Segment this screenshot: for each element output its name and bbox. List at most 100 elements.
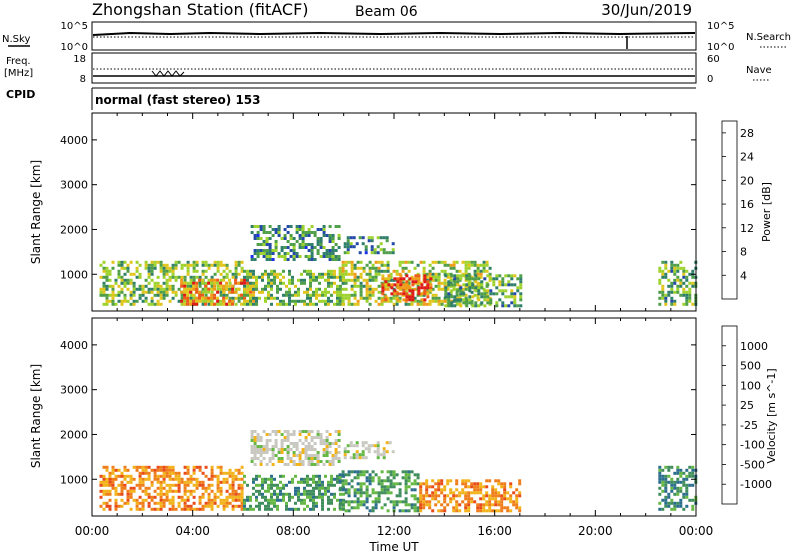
velocity-cell	[312, 474, 315, 478]
power-cell	[411, 298, 415, 302]
velocity-cell	[105, 504, 109, 508]
power-cell	[402, 289, 406, 293]
power-cell	[144, 290, 148, 294]
power-cell	[304, 243, 308, 246]
velocity-cell	[407, 470, 411, 474]
velocity-cell	[330, 480, 333, 484]
velocity-cell	[253, 448, 257, 451]
velocity-cell	[270, 501, 273, 505]
power-cell	[231, 290, 235, 294]
power-cell	[356, 266, 360, 270]
power-cell	[341, 296, 345, 300]
velocity-cell	[258, 492, 261, 496]
power-cell	[392, 296, 396, 300]
velocity-cell	[353, 500, 357, 504]
power-cell	[386, 299, 390, 303]
velocity-cell	[458, 491, 462, 495]
velocity-cell	[688, 465, 692, 469]
power-cell	[353, 266, 357, 270]
velocity-cell	[144, 492, 148, 496]
power-cell	[489, 289, 493, 293]
velocity-cell	[667, 492, 671, 496]
power-cell	[337, 246, 341, 249]
power-cell	[408, 295, 412, 299]
velocity-cell	[500, 500, 504, 504]
power-cell	[673, 290, 677, 294]
power-cell	[347, 260, 351, 264]
power-cell	[171, 266, 175, 270]
power-cell	[664, 275, 668, 279]
power-cell	[301, 228, 305, 231]
power-cell	[180, 299, 184, 303]
power-cell	[327, 269, 330, 273]
velocity-cell	[428, 500, 432, 504]
power-cell	[171, 263, 175, 267]
power-cell	[471, 283, 475, 287]
power-cell	[688, 272, 692, 276]
velocity-cell	[219, 471, 223, 475]
velocity-cell	[691, 498, 695, 502]
velocity-cell	[216, 483, 220, 487]
power-cell	[333, 275, 336, 279]
velocity-cell	[129, 486, 133, 490]
power-cell	[222, 290, 226, 294]
velocity-cell	[303, 480, 306, 484]
velocity-cell	[138, 501, 142, 505]
power-cell	[288, 272, 291, 276]
power-cell	[673, 278, 677, 282]
power-cell	[688, 281, 692, 285]
velocity-cell	[467, 509, 471, 513]
velocity-cell	[285, 492, 288, 496]
velocity-cell	[271, 430, 275, 433]
power-cell	[316, 252, 320, 255]
power-cell	[189, 299, 193, 303]
velocity-cell	[331, 463, 335, 466]
power-cell	[198, 290, 202, 294]
power-cell	[519, 304, 523, 308]
power-cell	[289, 243, 293, 246]
velocity-cell	[330, 477, 333, 481]
velocity-cell	[365, 500, 369, 504]
power-cell	[337, 258, 341, 261]
velocity-cell	[231, 471, 235, 475]
velocity-cell	[210, 498, 214, 502]
velocity-cell	[159, 465, 163, 469]
velocity-cell	[334, 454, 338, 457]
velocity-cell	[159, 498, 163, 502]
power-cell	[252, 275, 255, 279]
velocity-cell	[336, 474, 339, 478]
velocity-cell	[250, 460, 254, 463]
power-cell	[495, 286, 499, 290]
power-cell	[519, 298, 523, 302]
x-tick-label: 00:00	[75, 524, 110, 538]
velocity-cell	[120, 474, 124, 478]
velocity-cell	[280, 433, 284, 436]
velocity-cell	[259, 460, 263, 463]
power-cell	[291, 293, 294, 297]
power-cell	[228, 278, 232, 282]
velocity-cell	[253, 457, 257, 460]
velocity-cell	[356, 482, 360, 486]
power-cell	[390, 286, 394, 290]
velocity-cell	[461, 482, 465, 486]
velocity-cell	[255, 489, 258, 493]
velocity-cell	[268, 433, 272, 436]
power-cell	[370, 236, 374, 240]
power-cell	[327, 272, 330, 276]
power-cell	[322, 234, 326, 237]
power-cell	[138, 275, 142, 279]
velocity-cell	[365, 497, 369, 501]
velocity-cell	[150, 483, 154, 487]
velocity-cell	[207, 495, 211, 499]
velocity-cell	[253, 451, 257, 454]
velocity-cell	[341, 470, 345, 474]
power-cell	[256, 255, 260, 258]
power-cell	[488, 266, 492, 270]
velocity-cell	[286, 457, 290, 460]
velocity-cell	[237, 483, 241, 487]
power-cell	[344, 293, 348, 297]
power-cell	[114, 302, 118, 306]
velocity-cell	[231, 483, 235, 487]
power-cell	[353, 290, 357, 294]
velocity-cell	[168, 489, 172, 493]
